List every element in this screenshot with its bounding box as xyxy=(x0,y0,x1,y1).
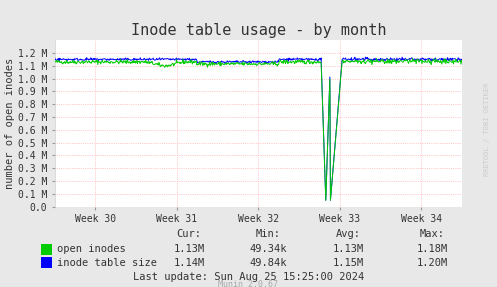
Text: inode table size: inode table size xyxy=(57,258,157,267)
Text: Avg:: Avg: xyxy=(335,229,360,239)
Text: 1.18M: 1.18M xyxy=(417,244,448,254)
Title: Inode table usage - by month: Inode table usage - by month xyxy=(131,23,386,38)
Text: 49.84k: 49.84k xyxy=(249,258,287,267)
Text: 1.13M: 1.13M xyxy=(332,244,363,254)
Bar xyxy=(41,244,52,255)
Text: RRDTOOL / TOBI OETIKER: RRDTOOL / TOBI OETIKER xyxy=(484,82,490,176)
Text: 49.34k: 49.34k xyxy=(249,244,287,254)
Text: 1.20M: 1.20M xyxy=(417,258,448,267)
Bar xyxy=(41,257,52,268)
Text: Munin 2.0.67: Munin 2.0.67 xyxy=(219,280,278,287)
Text: 1.13M: 1.13M xyxy=(173,244,204,254)
Text: Last update: Sun Aug 25 15:25:00 2024: Last update: Sun Aug 25 15:25:00 2024 xyxy=(133,272,364,282)
Y-axis label: number of open inodes: number of open inodes xyxy=(5,58,15,189)
Text: open inodes: open inodes xyxy=(57,244,126,254)
Text: 1.15M: 1.15M xyxy=(332,258,363,267)
Text: 1.14M: 1.14M xyxy=(173,258,204,267)
Text: Cur:: Cur: xyxy=(176,229,201,239)
Text: Min:: Min: xyxy=(256,229,281,239)
Text: Max:: Max: xyxy=(420,229,445,239)
